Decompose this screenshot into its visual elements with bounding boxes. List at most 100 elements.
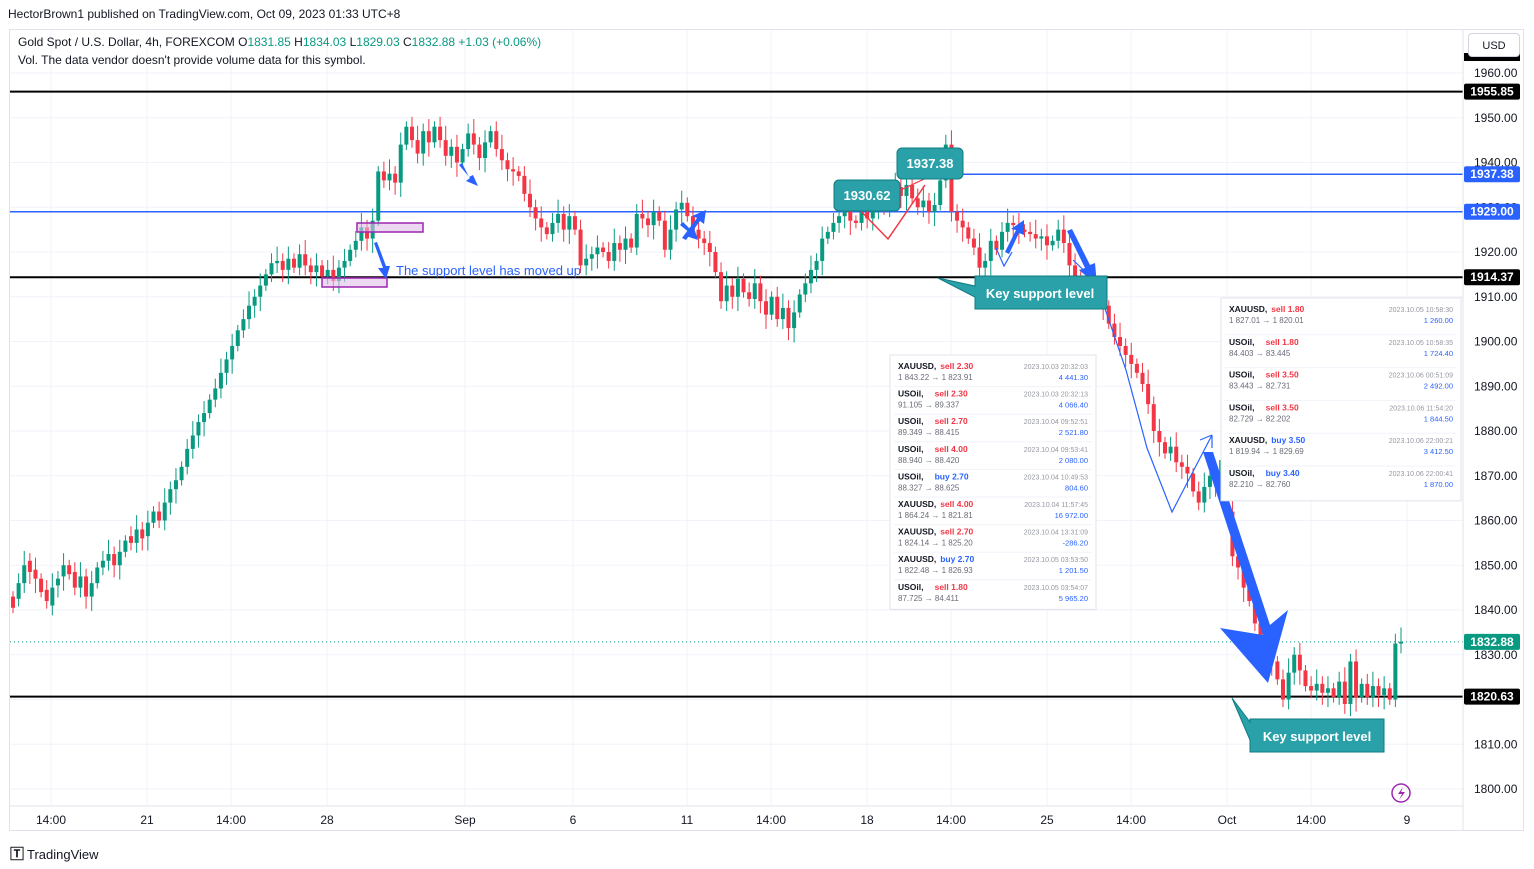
candle [449,139,454,168]
candle [1376,678,1381,708]
candle [297,244,302,276]
candle [775,286,780,327]
candle [488,125,493,148]
candle-body [617,243,622,250]
candle [915,188,920,215]
trade-row: USOil, sell 1.80 84.403 → 83.445 2023.10.05… [1225,334,1457,358]
candle-body [572,216,577,230]
candle [1354,649,1359,712]
trade-side: sell 2.70 [940,527,973,537]
candle-body [898,187,903,197]
candle-body [645,218,650,226]
currency-button[interactable]: USD [1468,33,1520,57]
trade-side: buy 2.70 [940,554,974,564]
trade-date: 2023.10.04 13:31:09 [1024,530,1088,537]
candle [977,233,982,278]
candle-body [825,231,830,239]
candle-body [735,278,740,297]
candle-body [640,213,645,219]
candle-body [1331,688,1336,698]
candle [567,204,572,244]
trade-side: sell 2.30 [935,389,968,399]
candle [50,573,55,616]
candle-body [932,205,937,212]
candle-body [207,399,212,414]
candle-body [196,422,201,436]
price-tag-text: 1820.63 [1470,690,1514,704]
candle [758,275,763,314]
candle [421,123,426,166]
support-zone-upper [356,222,424,233]
candle [932,192,937,227]
candle-body [1258,623,1263,637]
trade-row: USOil, sell 3.50 82.729 → 82.202 2023.10.06… [1225,399,1457,423]
trade-date: 2023.10.04 10:49:53 [1024,474,1088,481]
candle-body [792,312,797,329]
close-value: 1832.88 [411,35,456,49]
trade-pnl: 5 965.20 [1059,594,1088,603]
candle [303,239,308,276]
candle [438,116,443,148]
candle-body [1162,442,1167,454]
candle [1348,653,1353,717]
arrow-sep11-up [682,210,706,240]
trade-side: sell 1.80 [1271,304,1304,314]
candle [269,253,274,282]
trade-date: 2023.10.04 11:57:45 [1024,502,1088,509]
trade-date: 2023.10.03 20:32:13 [1024,392,1088,399]
candle [454,134,459,177]
low-label: L [349,35,357,49]
candle-body [1387,688,1392,700]
candle-body [606,252,611,261]
candle-body [702,238,707,244]
candle [494,121,499,157]
footer-brand[interactable]: ⁠🅃 TradingView [10,844,99,864]
trade-date: 2023.10.06 00:51:09 [1389,373,1453,380]
candle-body [145,522,150,537]
candle [1168,436,1173,461]
candle-body [629,238,634,248]
candle-body [89,583,94,597]
candle-body [348,249,353,261]
candle-body [230,345,235,360]
candle-body [494,131,499,150]
candle-body [1179,462,1184,467]
candle [106,539,111,571]
candle [280,253,285,282]
candle-body [100,560,105,568]
candle-body [404,126,409,145]
candle [780,293,785,329]
candle [1202,472,1207,513]
change-value: +1.03 (+0.06%) [458,35,542,49]
trade-date: 2023.10.05 10:58:35 [1389,340,1453,347]
candle-body [179,466,184,481]
trade-row: XAUUSD, sell 2.70 1 824.14 → 1 825.20 2023.… [894,524,1092,548]
candle-body [988,240,993,261]
candle [78,562,83,598]
candle-body [1106,305,1111,324]
candle-body [117,551,122,566]
candle [1028,222,1033,242]
candle-body [314,265,319,273]
candle [477,136,482,171]
candle [145,510,150,551]
candle-body [247,305,252,320]
candle [100,550,105,576]
candle-body [331,269,336,282]
candle-body [483,142,488,159]
candle-body [1280,679,1285,700]
candle [601,242,606,258]
candle [623,226,628,265]
candle-body [1337,681,1342,698]
candle-body [578,229,583,266]
candle [657,206,662,227]
price-tag-text: 1937.38 [1470,167,1514,181]
candle [769,291,774,321]
tradingview-logo-icon: ⁠🅃 [10,846,24,862]
candle-body [814,260,819,270]
flash-icon[interactable] [1391,783,1411,803]
trade-side: sell 1.80 [935,582,968,592]
candle [645,210,650,238]
candle [730,277,735,309]
